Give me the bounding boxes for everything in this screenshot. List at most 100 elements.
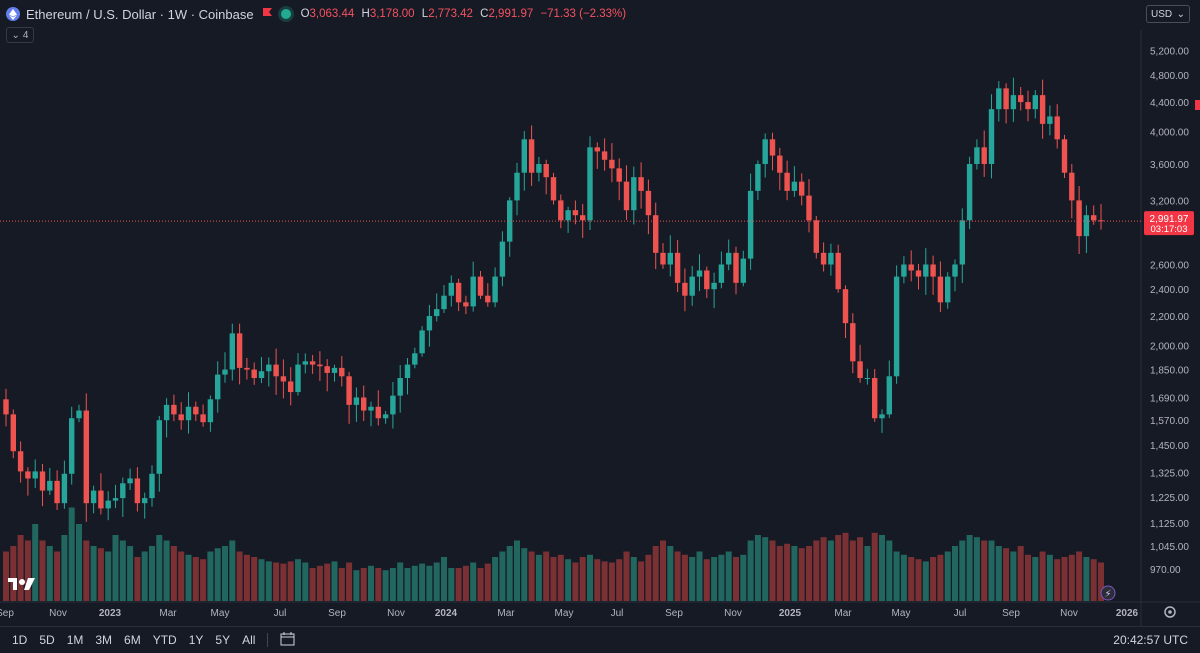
x-tick-label: Sep	[1002, 608, 1020, 619]
symbol-title[interactable]: Ethereum / U.S. Dollar · 1W · Coinbase	[26, 6, 254, 22]
flag-icon[interactable]	[262, 7, 273, 21]
gear-icon[interactable]	[1164, 606, 1176, 618]
range-6m[interactable]: 6M	[124, 633, 141, 647]
candle-body	[142, 498, 148, 504]
x-tick-label: May	[892, 608, 911, 619]
x-tick-label: Nov	[49, 608, 67, 619]
volume-bar	[163, 540, 170, 601]
indicators-toggle[interactable]: ⌄ 4	[6, 27, 34, 43]
candle-body	[580, 215, 586, 221]
volume-bar	[893, 551, 900, 601]
lightning-glyph: ⚡	[1104, 589, 1111, 600]
volume-bar	[360, 568, 367, 601]
candle-body	[828, 252, 834, 265]
x-tick-label: May	[555, 608, 574, 619]
volume-bar	[762, 537, 769, 601]
low-key: L	[421, 8, 429, 20]
volume-bar	[1046, 554, 1053, 601]
x-tick-label: Sep	[0, 608, 14, 619]
x-tick-label: Jul	[954, 608, 967, 619]
volume-bar	[514, 540, 520, 601]
volume-bar	[112, 535, 119, 601]
x-tick-label: Sep	[328, 608, 346, 619]
x-tick-label: Jul	[274, 608, 287, 619]
volume-bar	[470, 562, 477, 601]
candle-body	[747, 190, 754, 259]
candle-body	[134, 478, 141, 504]
candle-body	[295, 364, 301, 393]
volume-bar	[798, 548, 805, 601]
volume-bar	[521, 548, 528, 601]
toolbar-divider	[267, 633, 269, 647]
candle-body	[1047, 116, 1053, 124]
ohlc-readout: O3,063.44 H3,178.00 L2,773.42 C2,991.97 …	[301, 8, 631, 20]
candle-body	[412, 353, 418, 365]
x-tick-label: 2026	[1116, 608, 1139, 619]
volume-bar	[616, 559, 623, 601]
candle-body	[653, 215, 659, 253]
volume-bar	[652, 546, 659, 601]
candle-body	[485, 295, 491, 303]
range-5y[interactable]: 5Y	[215, 633, 231, 647]
volume-bar	[1039, 551, 1046, 601]
volume-bar	[594, 559, 601, 601]
y-tick-label: 970.00	[1150, 565, 1181, 576]
tradingview-logo-icon[interactable]	[8, 576, 36, 597]
candle-body	[645, 190, 652, 216]
candle-body	[258, 371, 265, 379]
candle-body	[996, 88, 1002, 110]
candle-body	[631, 177, 637, 211]
y-tick-label: 4,400.00	[1150, 98, 1189, 109]
volume-bar	[273, 562, 280, 601]
price-chart[interactable]: 970.00 1,045.00 1,125.00 1,225.00 1,325.00 1,…	[0, 30, 1200, 626]
candle-body	[171, 404, 177, 415]
candle-body	[689, 276, 695, 296]
calendar-icon[interactable]	[280, 631, 295, 649]
gear-icon-center	[1168, 610, 1172, 614]
candle-body	[426, 316, 433, 331]
volume-bar	[499, 551, 506, 601]
volume-bar	[83, 540, 90, 601]
range-1m[interactable]: 1M	[66, 633, 84, 647]
volume-bar	[601, 561, 608, 601]
candle-body	[974, 147, 980, 165]
candle-body	[601, 151, 608, 160]
volume-bar	[849, 540, 856, 601]
candle-body	[594, 147, 600, 152]
x-tick-label: Mar	[497, 608, 515, 619]
volume-bar	[411, 565, 418, 601]
volume-bar	[879, 535, 885, 601]
candle-body	[1039, 95, 1046, 124]
volume-bar	[1083, 557, 1090, 601]
x-tick-label: 2024	[435, 608, 458, 619]
range-all[interactable]: All	[242, 633, 256, 647]
range-5d[interactable]: 5D	[39, 633, 55, 647]
volume-bar	[492, 557, 499, 601]
volume-bar	[243, 554, 250, 601]
range-ytd[interactable]: YTD	[152, 633, 177, 647]
y-tick-label: 1,450.00	[1150, 441, 1189, 452]
x-tick-label: Jul	[611, 608, 624, 619]
y-tick-label: 1,850.00	[1150, 366, 1189, 377]
range-1d[interactable]: 1D	[12, 633, 28, 647]
volume-bar	[820, 537, 827, 601]
volume-bar	[1003, 548, 1010, 601]
volume-bar	[338, 568, 345, 601]
range-3m[interactable]: 3M	[95, 633, 113, 647]
volume-bar	[623, 551, 630, 601]
volume-bar	[579, 557, 586, 601]
candle-body	[470, 276, 476, 307]
candle-body	[762, 139, 768, 165]
bottom-toolbar: 1D 5D 1M 3M 6M YTD 1Y 5Y All 20:42:57 UT…	[0, 626, 1200, 653]
utc-clock[interactable]: 20:42:57 UTC	[1113, 633, 1188, 647]
last-price-value: 2,991.97	[1150, 214, 1189, 225]
candle-body	[799, 181, 805, 196]
candle-body	[733, 252, 739, 283]
range-1y[interactable]: 1Y	[188, 633, 204, 647]
volume-bar	[988, 540, 995, 601]
currency-select[interactable]: USD ⌄	[1146, 5, 1190, 23]
candle-body	[90, 490, 97, 504]
candle-body	[696, 270, 703, 277]
market-status-icon[interactable]	[280, 9, 291, 19]
candle-body	[791, 181, 798, 191]
